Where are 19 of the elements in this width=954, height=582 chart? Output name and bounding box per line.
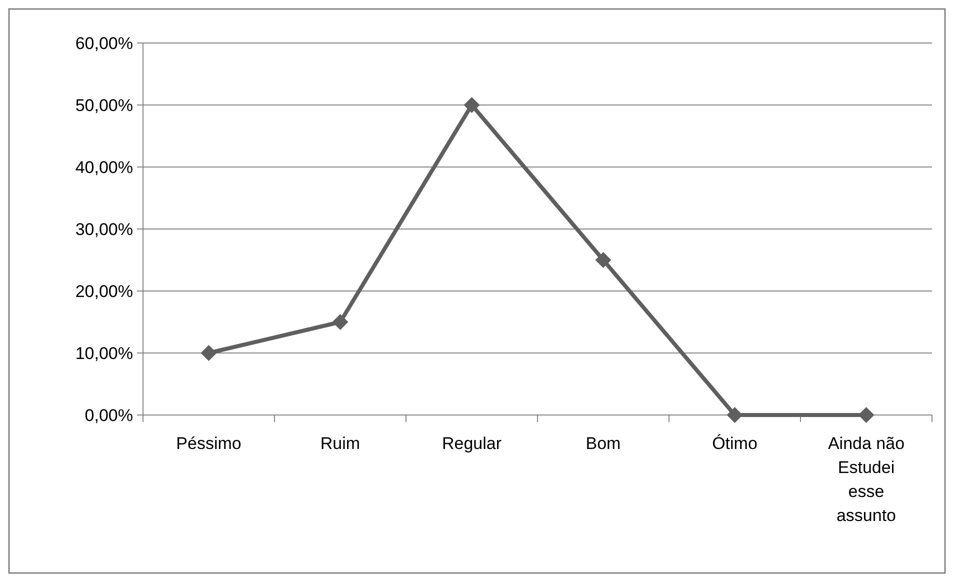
y-tick-label: 10,00%	[75, 344, 133, 363]
point	[726, 407, 743, 423]
y-tick-label: 60,00%	[75, 34, 133, 53]
y-tick-label: 0,00%	[84, 406, 133, 425]
x-tick-label: Ruim	[320, 434, 360, 453]
y-tick-label: 50,00%	[75, 96, 133, 115]
x-tick-label: Ainda não Estudei esse assunto	[828, 434, 905, 525]
y-tick-label: 20,00%	[75, 282, 133, 301]
x-tick-label: Péssimo	[176, 434, 242, 453]
y-tick-label: 40,00%	[75, 158, 133, 177]
x-tick-label: Ótimo	[712, 434, 758, 453]
x-tick-label: Regular	[442, 434, 502, 453]
point	[200, 345, 217, 361]
point	[464, 97, 480, 113]
point	[332, 314, 348, 330]
point	[595, 252, 612, 268]
y-tick-label: 30,00%	[75, 220, 133, 239]
x-tick-label: Bom	[586, 434, 621, 453]
point	[858, 407, 874, 423]
